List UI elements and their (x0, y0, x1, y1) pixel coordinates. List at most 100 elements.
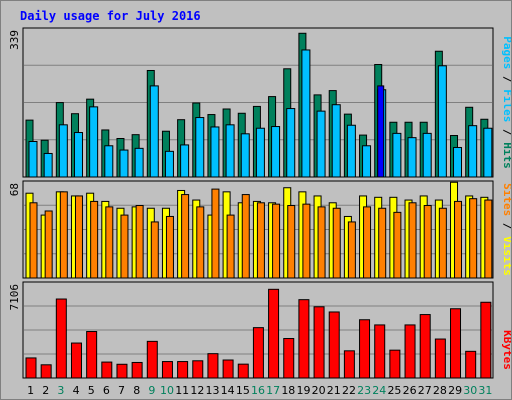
x-tick-label: 4 (73, 384, 80, 397)
sites-bar (393, 211, 402, 279)
x-tick-label: 31 (478, 384, 492, 397)
sites-bar (438, 207, 447, 279)
kbytes-bar (343, 350, 355, 379)
kbytes-bar (192, 360, 204, 379)
kbytes-bar (177, 361, 189, 379)
x-tick-label: 8 (133, 384, 140, 397)
kbytes-bar (40, 364, 52, 379)
pages-bar (377, 85, 385, 178)
files-bar (346, 124, 356, 178)
legend-hits: Hits (501, 142, 511, 169)
kbytes-bar (298, 299, 310, 379)
kbytes-bar (55, 298, 67, 379)
y-max-label: 68 (8, 183, 21, 196)
files-bar (271, 126, 281, 178)
kbytes-bar (25, 357, 37, 379)
x-tick-label: 25 (387, 384, 401, 397)
kbytes-bar (328, 311, 340, 379)
chart-title: Daily usage for July 2016 (20, 9, 201, 23)
files-bar (89, 106, 99, 178)
x-tick-label: 21 (327, 384, 341, 397)
x-tick-label: 18 (281, 384, 295, 397)
sites-bar (211, 188, 220, 279)
files-bar (58, 124, 68, 178)
sites-bar (469, 198, 478, 279)
legend: Sites / Visits (501, 183, 511, 276)
files-bar (210, 126, 220, 178)
sites-bar (287, 205, 296, 279)
files-bar (164, 150, 174, 178)
kbytes-bar (237, 363, 249, 379)
files-bar (225, 124, 235, 178)
sites-bar (74, 195, 83, 279)
kbytes-bar (465, 350, 477, 379)
kbytes-bar (146, 340, 158, 379)
sites-bar (59, 191, 68, 279)
x-tick-label: 15 (236, 384, 250, 397)
kbytes-bar (419, 314, 431, 379)
kbytes-bar (222, 359, 234, 379)
files-bar (453, 146, 463, 178)
x-tick-label: 22 (342, 384, 356, 397)
kbytes-bar (283, 338, 295, 379)
kbytes-bar (389, 349, 401, 379)
sites-bar (454, 200, 463, 279)
files-bar (407, 137, 417, 178)
legend-visits: Visits (501, 236, 511, 276)
x-tick-label: 12 (190, 384, 204, 397)
sites-bar (165, 215, 174, 279)
sites-bar (363, 206, 372, 279)
kbytes-bar (86, 331, 98, 379)
files-bar (119, 149, 129, 178)
files-bar (28, 140, 38, 178)
sites-bar (196, 206, 205, 279)
legend-separator: / (501, 69, 511, 89)
kbytes-bar (268, 288, 280, 379)
x-tick-label: 13 (206, 384, 220, 397)
legend-separator: / (501, 122, 511, 142)
sites-bar (272, 203, 281, 279)
x-tick-label: 2 (42, 384, 49, 397)
sites-bar (408, 202, 417, 279)
x-tick-label: 23 (357, 384, 371, 397)
x-tick-label: 10 (160, 384, 174, 397)
legend-kbytes: KBytes (501, 330, 511, 370)
files-bar (73, 132, 83, 178)
x-tick-label: 24 (372, 384, 386, 397)
sites-bar (44, 210, 53, 279)
kbytes-bar (252, 327, 264, 379)
files-bar (331, 104, 341, 178)
kbytes-bar (374, 324, 386, 379)
kbytes-bar (131, 361, 143, 379)
kbytes-bar (404, 324, 416, 379)
files-bar (286, 108, 296, 178)
sites-bar (90, 200, 99, 279)
x-tick-label: 26 (403, 384, 417, 397)
x-tick-label: 16 (251, 384, 265, 397)
x-tick-label: 27 (418, 384, 432, 397)
files-bar (483, 127, 493, 178)
x-tick-label: 14 (221, 384, 235, 397)
legend-separator: / (501, 216, 511, 236)
y-max-label: 7106 (8, 284, 21, 311)
kbytes-bar (116, 363, 128, 379)
sites-bar (302, 203, 311, 279)
x-tick-label: 3 (57, 384, 64, 397)
legend-pages: Pages (501, 36, 511, 69)
sites-bar (120, 214, 129, 279)
sites-bar (135, 205, 144, 279)
files-bar (437, 65, 447, 178)
legend: Pages / Files / Hits (501, 36, 511, 169)
kbytes-bar (480, 301, 492, 379)
files-bar (134, 147, 144, 178)
files-bar (104, 145, 114, 178)
sites-bar (241, 194, 250, 279)
x-tick-label: 11 (175, 384, 189, 397)
files-bar (301, 49, 311, 178)
sites-bar (378, 207, 387, 279)
files-bar (362, 145, 372, 178)
files-bar (392, 132, 402, 178)
files-bar (195, 117, 205, 178)
kbytes-bar (450, 308, 462, 379)
